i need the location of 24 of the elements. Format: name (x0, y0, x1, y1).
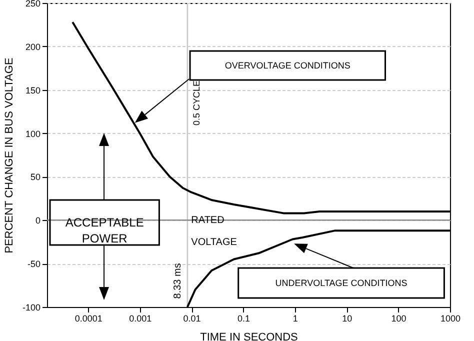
x-tick-label: 10 (342, 314, 352, 324)
annotation: ACCEPTABLE POWER (65, 216, 144, 246)
x-axis-title: TIME IN SECONDS (200, 332, 298, 341)
x-tick-label: 0.1 (237, 314, 250, 324)
x-tick-label: 0.001 (129, 314, 152, 324)
y-tick-label: 50 (30, 172, 40, 182)
ref-line-label: RATED VOLTAGE (191, 215, 238, 248)
y-tick-label: 200 (25, 42, 40, 52)
x-tick-label: 0.01 (183, 314, 201, 324)
y-tick-label: 100 (25, 128, 40, 139)
y-axis-title: PERCENT CHANGE IN BUS VOLTAGE (3, 58, 16, 254)
x-tick-label: 0.0001 (74, 314, 102, 324)
annotation: UNDERVOLTAGE CONDITIONS (275, 278, 408, 288)
y-tick-label: -50 (27, 259, 40, 270)
y-tick-label: 150 (25, 85, 40, 96)
y-tick-label: 250 (25, 0, 40, 8)
annotation: 8.33 ms (172, 263, 184, 299)
x-tick-label: 100 (391, 314, 406, 324)
ref-line-label: 0.5 CYCLE (191, 80, 202, 126)
x-tick-label: 1000 (440, 314, 461, 324)
y-tick-label: -100 (22, 302, 40, 312)
annotation: OVERVOLTAGE CONDITIONS (224, 60, 350, 70)
y-tick-label: 0 (35, 216, 40, 226)
x-tick-label: 1 (292, 314, 298, 324)
